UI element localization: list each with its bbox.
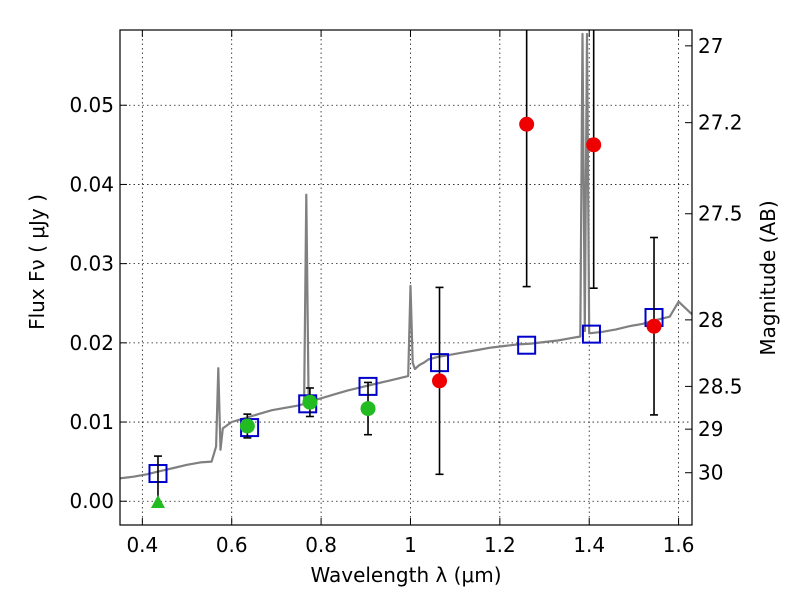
right-tick-label: 27.2 <box>698 111 743 135</box>
right-axis-label: Magnitude (AB) <box>756 200 780 355</box>
x-tick-label: 0.4 <box>126 533 158 557</box>
data-point <box>239 418 255 434</box>
right-tick-label: 28 <box>698 308 723 332</box>
right-tick-label: 27 <box>698 34 723 58</box>
data-point <box>646 318 662 334</box>
grid-layer <box>120 30 692 525</box>
data-point <box>519 116 535 132</box>
x-tick-label: 1.2 <box>484 533 516 557</box>
y-tick-label: 0.02 <box>69 331 114 355</box>
upper-limit-point <box>150 495 165 509</box>
y-tick-label: 0.03 <box>69 252 114 276</box>
y-tick-label: 0.01 <box>69 410 114 434</box>
y-tick-label: 0.05 <box>69 93 114 117</box>
right-tick-label: 28.5 <box>698 374 743 398</box>
y-axis-label: Flux Fν ( μJy ) <box>25 194 49 330</box>
right-tick-label: 29 <box>698 417 723 441</box>
x-tick-label: 0.6 <box>216 533 248 557</box>
data-point <box>302 394 318 410</box>
right-tick-label: 27.5 <box>698 202 743 226</box>
tick-layer: 0.4 0.6 0.8 1 1.2 1.4 1.6 0.00 0.01 0.02 0.03 0.04 0… <box>69 30 743 557</box>
data-point <box>360 401 376 417</box>
plot-frame <box>119 29 693 526</box>
data-layer <box>119 30 693 509</box>
x-axis-label: Wavelength λ (μm) <box>310 563 501 587</box>
x-tick-label: 1.4 <box>573 533 605 557</box>
model-point <box>517 335 537 355</box>
x-tick-label: 1 <box>404 533 417 557</box>
y-tick-label: 0.04 <box>69 172 114 196</box>
model-point <box>581 324 601 344</box>
x-tick-label: 1.6 <box>663 533 695 557</box>
spectrum-line <box>119 32 693 480</box>
right-tick-label: 30 <box>698 461 723 485</box>
x-tick-label: 0.8 <box>305 533 337 557</box>
y-tick-label: 0.00 <box>69 489 114 513</box>
data-point <box>432 373 448 389</box>
data-point <box>586 137 602 153</box>
